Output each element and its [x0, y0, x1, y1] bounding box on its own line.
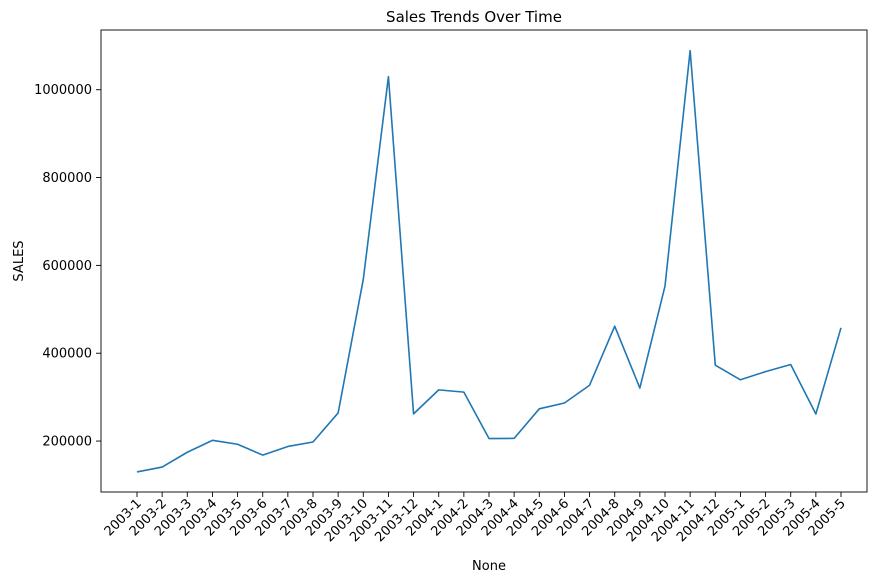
y-tick-label: 200000	[42, 435, 92, 450]
x-axis-label: None	[472, 559, 506, 574]
y-tick-label: 600000	[42, 259, 92, 274]
sales-series-line	[136, 49, 842, 473]
y-tick-label: 800000	[42, 171, 92, 186]
plot-frame	[100, 29, 868, 493]
chart-title: Sales Trends Over Time	[386, 8, 562, 26]
y-axis-label: SALES	[12, 240, 27, 281]
y-tick-label: 1000000	[34, 83, 92, 98]
y-axis: 200000 400000 600000 800000 1000000	[34, 83, 101, 450]
y-tick-label: 400000	[42, 347, 92, 362]
